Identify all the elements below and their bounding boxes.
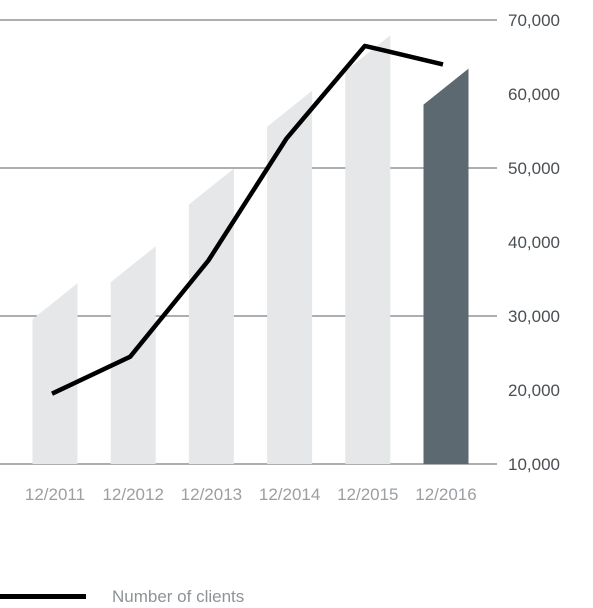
legend: Number of clients <box>0 584 593 608</box>
x-tick-label: 12/2012 <box>102 485 163 504</box>
y-tick-label: 40,000 <box>508 233 560 252</box>
bars <box>32 35 469 465</box>
clients-chart: 10,000 20,000 30,000 40,000 50,000 60,000 70,0… <box>0 11 560 504</box>
x-tick-label: 12/2013 <box>181 485 242 504</box>
bar <box>267 90 313 465</box>
bar <box>345 35 391 465</box>
gridlines <box>0 19 497 465</box>
y-tick-label: 10,000 <box>508 455 560 474</box>
y-tick-label: 60,000 <box>508 85 560 104</box>
y-tick-label: 70,000 <box>508 11 560 30</box>
bar <box>423 68 469 464</box>
y-tick-label: 50,000 <box>508 159 560 178</box>
x-tick-label: 12/2011 <box>25 485 85 504</box>
x-axis-ticks: 12/2011 12/2012 12/2013 12/2014 12/2015 12/20… <box>25 485 477 504</box>
y-tick-label: 30,000 <box>508 307 560 326</box>
bar <box>32 283 78 464</box>
bar <box>188 168 234 464</box>
y-tick-label: 20,000 <box>508 381 560 400</box>
y-axis-ticks: 10,000 20,000 30,000 40,000 50,000 60,000 70,0… <box>508 11 560 474</box>
line-clients <box>51 43 444 396</box>
line-series <box>51 43 444 396</box>
x-tick-label: 12/2014 <box>259 485 320 504</box>
x-tick-label: 12/2016 <box>415 485 476 504</box>
x-tick-label: 12/2015 <box>337 485 398 504</box>
legend-line-swatch <box>0 594 86 599</box>
legend-label: Number of clients <box>112 587 245 606</box>
